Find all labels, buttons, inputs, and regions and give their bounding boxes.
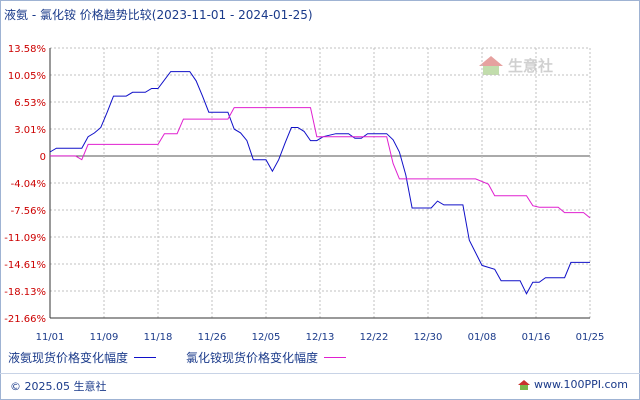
y-tick-label: -18.13%: [4, 287, 46, 298]
footer-site: www.100PPI.com: [517, 378, 628, 391]
footer-site-link[interactable]: www.100PPI.com: [534, 378, 628, 391]
watermark: 生意社: [478, 54, 553, 76]
y-tick-label: -14.61%: [4, 260, 46, 271]
series-line-1: [49, 71, 590, 295]
house-logo-icon: [479, 56, 503, 75]
y-tick-label: 3.01%: [14, 125, 46, 136]
x-tick-label: 12/13: [306, 332, 335, 343]
x-tick-label: 12/30: [414, 332, 443, 343]
x-tick-label: 01/08: [468, 332, 497, 343]
x-tick-label: 12/05: [252, 332, 281, 343]
y-tick-label: -7.56%: [11, 206, 46, 217]
footer-divider: [0, 373, 640, 374]
legend-label-series2: 氯化铵现货价格变化幅度: [186, 350, 319, 365]
y-tick-label: 0: [40, 152, 46, 163]
x-tick-label: 11/09: [90, 332, 119, 343]
legend-item-series1: 液氨现货价格变化幅度: [8, 349, 157, 366]
y-tick-label: 10.05%: [8, 71, 46, 82]
y-tick-label: -4.04%: [11, 179, 46, 190]
x-tick-label: 11/18: [144, 332, 173, 343]
series-line-2: [50, 107, 591, 219]
chart-title: 液氨 - 氯化铵 价格趋势比较(2023-11-01 - 2024-01-25): [4, 8, 313, 22]
legend-item-series2: 氯化铵现货价格变化幅度: [186, 349, 347, 366]
y-tick-label: -21.66%: [4, 314, 46, 325]
legend-swatch-series1: [134, 356, 157, 358]
x-tick-label: 01/25: [576, 332, 605, 343]
legend-label-series1: 液氨现货价格变化幅度: [8, 350, 129, 365]
y-tick-label: 13.58%: [8, 44, 46, 55]
y-tick-label: -11.09%: [4, 233, 46, 244]
legend-swatch-series2: [324, 356, 347, 358]
x-tick-label: 11/01: [36, 332, 65, 343]
footer-copyright: © 2025.05 生意社: [10, 380, 107, 393]
y-tick-label: 6.53%: [14, 98, 46, 109]
legend: 液氨现货价格变化幅度 氯化铵现货价格变化幅度: [8, 348, 376, 366]
x-tick-label: 01/16: [522, 332, 551, 343]
x-tick-label: 12/22: [360, 332, 389, 343]
house-logo-icon: [518, 379, 531, 390]
x-tick-label: 11/26: [198, 332, 227, 343]
watermark-text: 生意社: [508, 56, 554, 75]
